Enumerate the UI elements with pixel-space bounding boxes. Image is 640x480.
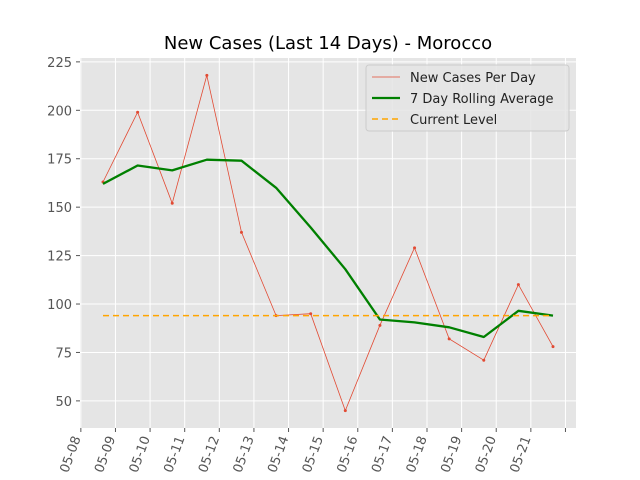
grid bbox=[80, 58, 576, 428]
data-point bbox=[551, 345, 555, 349]
y-tick-label: 175 bbox=[47, 153, 72, 168]
data-point bbox=[170, 201, 174, 205]
x-tick-label: 05-10 bbox=[127, 434, 154, 475]
data-point bbox=[239, 230, 243, 234]
y-tick-label: 100 bbox=[47, 298, 72, 313]
legend-label: Current Level bbox=[410, 113, 497, 128]
y-tick-label: 50 bbox=[55, 395, 72, 410]
x-tick-label: 05-18 bbox=[404, 434, 431, 475]
legend-label: New Cases Per Day bbox=[410, 71, 536, 86]
x-tick-label: 05-16 bbox=[335, 434, 362, 475]
x-tick-label: 05-11 bbox=[161, 434, 188, 475]
x-tick-label: 05-17 bbox=[369, 434, 396, 475]
data-point bbox=[136, 110, 140, 114]
series-line-1 bbox=[102, 158, 554, 339]
data-point bbox=[205, 73, 209, 77]
data-point bbox=[516, 283, 520, 287]
x-tick-label: 05-20 bbox=[473, 434, 500, 475]
x-tick-label: 05-13 bbox=[231, 434, 258, 475]
x-tick-label: 05-15 bbox=[300, 434, 327, 475]
data-point bbox=[309, 312, 313, 316]
legend-label: 7 Day Rolling Average bbox=[410, 92, 553, 107]
series-line-0 bbox=[102, 75, 554, 412]
y-tick-label: 150 bbox=[47, 201, 72, 216]
data-point bbox=[378, 323, 382, 327]
data-point bbox=[343, 409, 347, 413]
y-tick-label: 75 bbox=[55, 346, 72, 361]
y-tick-label: 200 bbox=[47, 104, 72, 119]
y-tick-label: 125 bbox=[47, 250, 72, 265]
data-point bbox=[413, 246, 417, 250]
legend-box bbox=[365, 64, 570, 132]
legend: New Cases Per Day 7 Day Rolling Average Cu… bbox=[365, 64, 570, 132]
x-tick-label: 05-08 bbox=[58, 434, 85, 475]
y-tick-label: 225 bbox=[47, 56, 72, 71]
data-point bbox=[447, 337, 451, 341]
x-tick-label: 05-21 bbox=[508, 434, 535, 475]
x-tick-label: 05-19 bbox=[438, 434, 465, 475]
series-layer bbox=[101, 73, 555, 413]
x-tick-label: 05-14 bbox=[265, 434, 292, 475]
chart-title: New Cases (Last 14 Days) - Morocco bbox=[164, 33, 492, 54]
x-tick-label: 05-09 bbox=[92, 434, 119, 475]
x-tick-label: 05-12 bbox=[196, 434, 223, 475]
data-point bbox=[482, 358, 486, 362]
